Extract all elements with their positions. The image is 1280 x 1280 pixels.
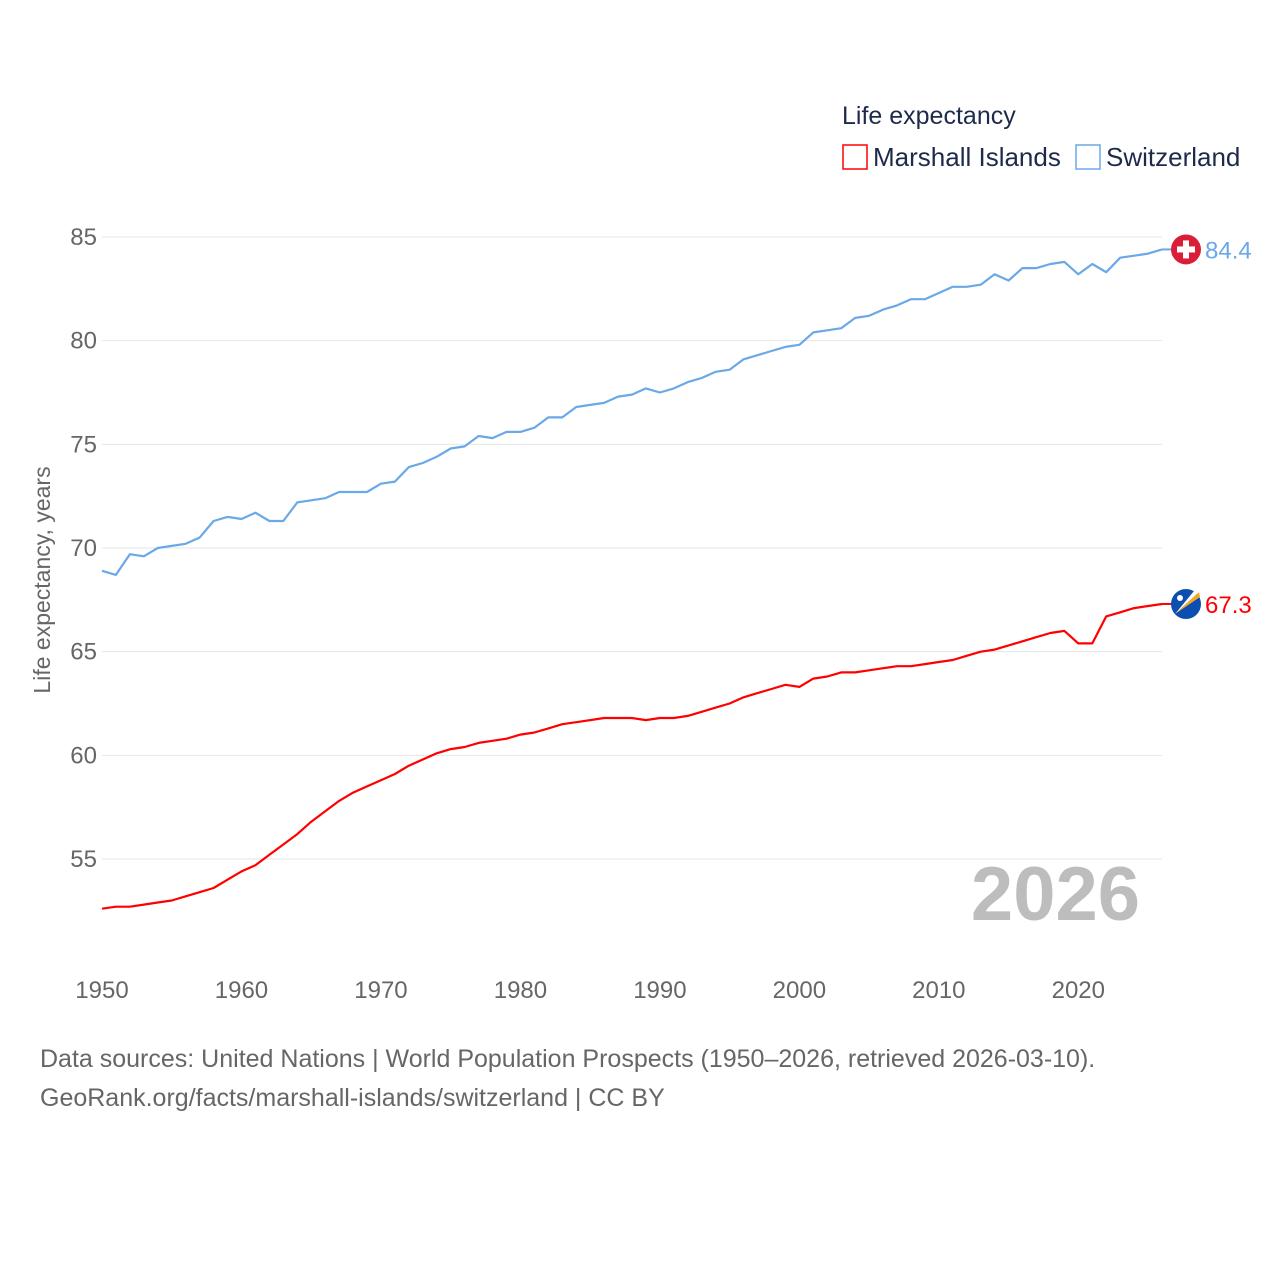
x-tick-label: 1990 [633, 977, 686, 1004]
y-tick-label: 55 [70, 846, 97, 873]
y-tick-label: 65 [70, 639, 97, 666]
series-line-switzerland [101, 248, 1163, 577]
x-tick-label: 1970 [354, 977, 407, 1004]
y-tick-label: 75 [70, 431, 97, 458]
x-tick-label: 2010 [912, 977, 965, 1004]
legend-title: Life expectancy [842, 102, 1016, 130]
end-value-label: 67.3 [1205, 592, 1252, 619]
x-tick-label: 1950 [75, 977, 128, 1004]
switzerland-flag-icon [1171, 234, 1201, 265]
legend-item-switzerland[interactable]: Switzerland [1075, 142, 1240, 172]
x-tick-label: 1980 [494, 977, 547, 1004]
x-tick-label: 2000 [773, 977, 826, 1004]
series-line-marshall-islands [101, 602, 1163, 910]
line-chart: 55 60 65 70 75 80 85 1950 1960 1970 1980 1990 2000 2… [29, 102, 1252, 1004]
source-note: Data sources: United Nations | World Pop… [40, 1045, 1096, 1073]
y-tick-label: 60 [70, 742, 97, 769]
end-value-label: 84.4 [1205, 237, 1252, 264]
y-tick-label: 85 [70, 224, 97, 251]
y-tick-label: 80 [70, 328, 97, 355]
year-watermark: 2026 [971, 852, 1140, 937]
x-tick-label: 1960 [215, 977, 268, 1004]
source-url: GeoRank.org/facts/marshall-islands/switz… [40, 1084, 665, 1112]
marshall-islands-flag-icon [1171, 588, 1201, 619]
legend-item-marshall-islands[interactable]: Marshall Islands [842, 142, 1061, 172]
legend-label: Switzerland [1106, 142, 1240, 172]
y-tick-label: 70 [70, 535, 97, 562]
legend-label: Marshall Islands [873, 142, 1061, 172]
legend: Life expectancy Marshall Islands Switzer… [842, 102, 1240, 172]
x-tick-label: 2020 [1052, 977, 1105, 1004]
y-axis-label: Life expectancy, years [29, 466, 55, 693]
